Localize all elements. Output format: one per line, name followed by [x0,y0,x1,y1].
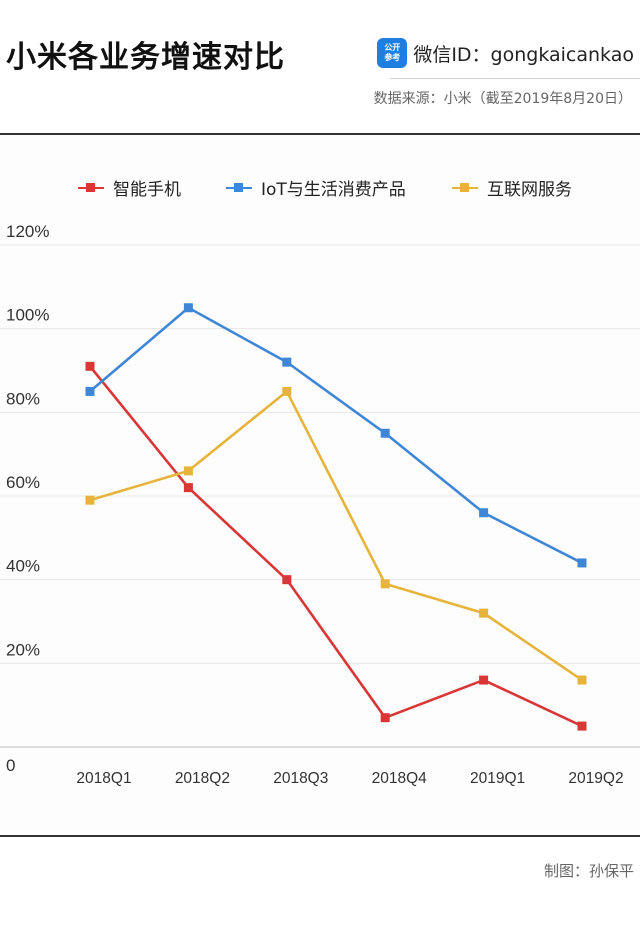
y-tick-label: 80% [6,389,40,408]
data-point [183,466,193,476]
legend-item-smartphone: 智能手机 [78,175,181,200]
chart-title: 小米各业务增速对比 [6,40,285,75]
data-point [380,428,390,438]
y-tick-label: 60% [6,473,40,492]
y-tick-label: 100% [6,306,49,325]
data-point [479,508,489,518]
data-point [479,608,489,618]
data-point [183,483,193,493]
line-chart: 0 20% 40% 60% 80% 100% 120% 2018Q1 2018Q2 2018Q3 2… [0,222,640,787]
logo-text-line1: 公开 [384,43,401,52]
credit-note: 制图：孙保平 [543,862,634,880]
x-tick-label: 2018Q1 [76,770,131,787]
legend-item-iot: IoT与生活消费产品 [226,175,406,200]
wechat-logo-icon: 公开 参考 [377,38,408,68]
y-tick-label: 120% [6,222,49,241]
data-point [577,558,587,568]
data-point [577,721,587,731]
data-point [282,575,292,585]
legend-label-smartphone: 智能手机 [113,180,181,200]
data-point [380,713,390,723]
x-tick-label: 2018Q3 [273,770,328,787]
data-point [183,303,193,313]
legend-swatch-smartphone [78,182,104,192]
data-point [577,675,587,685]
legend-item-internet: 互联网服务 [452,175,572,200]
legend-label-internet: 互联网服务 [487,180,572,200]
x-tick-label: 2019Q1 [470,770,525,787]
wechat-id: 微信ID：gongkaicankao [413,43,634,66]
legend-label-iot: IoT与生活消费产品 [261,180,406,200]
data-point [85,386,95,396]
header-divider [390,78,640,79]
data-point [282,386,292,396]
source-note: 数据来源：小米（截至2019年8月20日） [373,91,632,107]
x-tick-label: 2018Q4 [372,770,428,787]
data-point [85,495,95,505]
top-rule [0,133,640,135]
data-point [282,357,292,367]
x-tick-label: 2019Q2 [568,770,623,787]
wechat-badge: 公开 参考 微信ID：gongkaicankao [377,38,634,68]
data-point [479,675,489,685]
data-point [85,361,95,371]
header: 小米各业务增速对比 公开 参考 微信ID：gongkaicankao 数据来源：… [0,0,640,135]
series-line [88,365,583,728]
bottom-rule [0,835,640,837]
logo-text-line2: 参考 [384,53,401,62]
y-tick-label: 40% [6,557,40,576]
y-tick-label: 0 [6,756,15,775]
chart-area: 智能手机 IoT与生活消费产品 互联网服务 0 20% 40% 60% 80% 100% 1… [0,135,640,835]
y-tick-label: 20% [6,640,40,659]
data-point [380,579,390,589]
legend-swatch-iot [226,182,252,192]
series-line [89,390,583,682]
legend-swatch-internet [452,182,478,192]
x-tick-label: 2018Q2 [175,770,230,787]
series-line [89,306,583,565]
legend: 智能手机 IoT与生活消费产品 互联网服务 [0,175,640,205]
